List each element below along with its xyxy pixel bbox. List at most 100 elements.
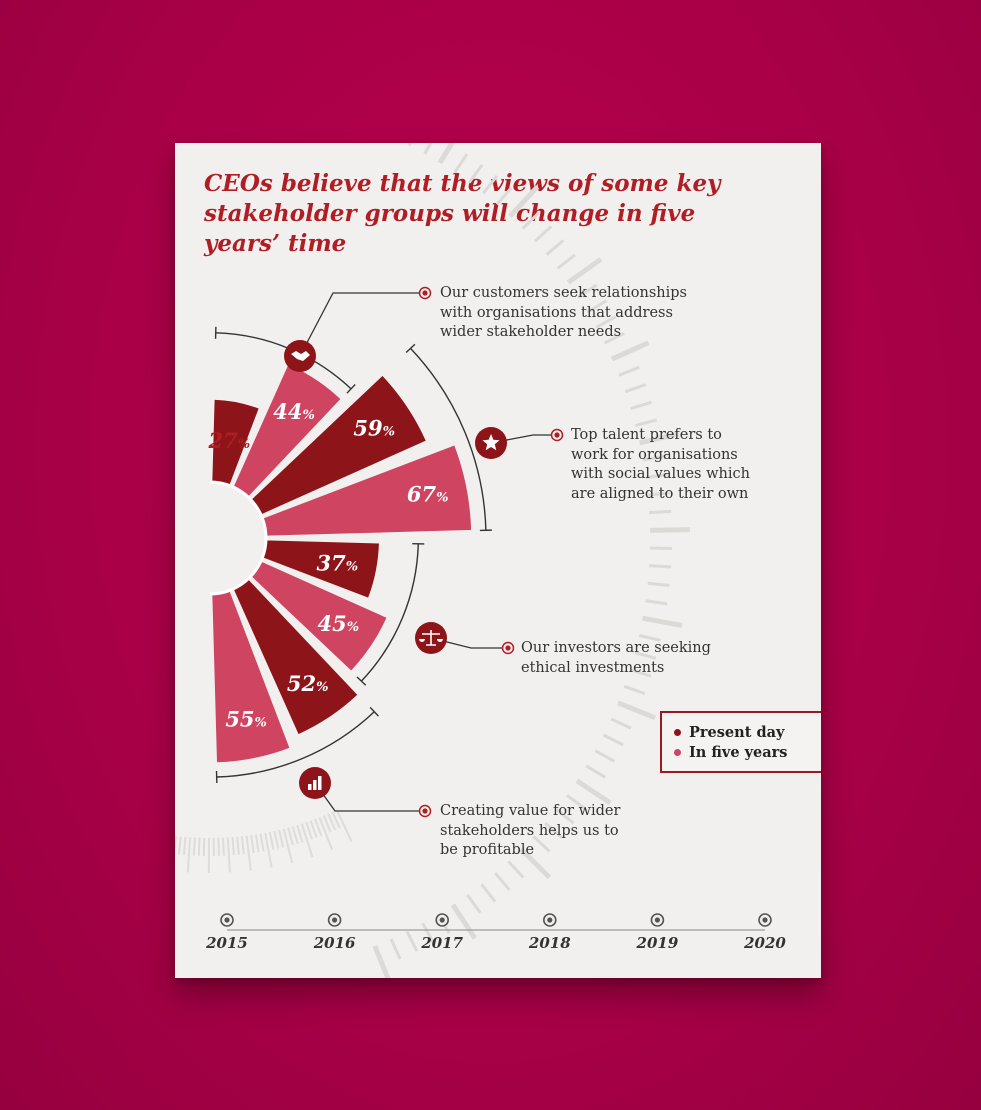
dial-tick	[327, 813, 337, 831]
timeline-dot-icon	[547, 917, 553, 923]
dial-tick	[617, 700, 656, 721]
dial-tick	[421, 922, 435, 944]
dial-tick	[468, 163, 484, 184]
dial-tick	[175, 835, 178, 855]
bracket-cap	[405, 343, 416, 353]
timeline-dot-icon	[439, 917, 445, 923]
callout-line: Creating value for wider	[440, 803, 621, 819]
bar-value-unit: %	[302, 408, 314, 423]
dial-tick	[508, 185, 540, 218]
callout-leader	[314, 782, 425, 812]
dial-tick	[642, 615, 683, 628]
callout-end-dot-icon	[505, 645, 511, 651]
dial-tick	[495, 186, 513, 206]
dial-tick	[450, 903, 478, 940]
dial-tick	[638, 634, 661, 642]
dial-tick	[296, 824, 304, 843]
dial-tick	[623, 684, 646, 696]
dial-tick	[480, 883, 497, 903]
callout-line: with social values which	[571, 466, 750, 482]
callout-profitable: Creating value for wider stakeholders he…	[440, 802, 620, 861]
dial-tick	[649, 527, 690, 533]
dial-tick	[645, 599, 668, 606]
star-icon	[475, 427, 507, 459]
chart-hub	[175, 484, 264, 592]
dial-tick	[585, 764, 606, 779]
bar-value-unit: %	[436, 491, 448, 506]
callout-leader	[299, 292, 425, 357]
callout-line: with organisations that address	[440, 304, 673, 321]
legend-item-present: Present day	[674, 722, 821, 742]
dial-tick	[565, 794, 586, 810]
dial-tick	[594, 749, 616, 763]
legend: Present day In five years	[660, 711, 821, 773]
legend-label: In five years	[689, 743, 788, 761]
callout-line: work for organisations	[571, 446, 738, 463]
scales-shape	[422, 630, 440, 646]
dial-tick	[322, 815, 332, 833]
dial-tick	[231, 837, 235, 856]
dial-tick	[182, 836, 187, 856]
callout-line: Our customers seek relationships	[440, 285, 688, 301]
dial-tick	[634, 651, 657, 660]
dial-tick	[240, 836, 245, 855]
dial-tick	[254, 834, 260, 853]
callout-line: stakeholders helps us to	[440, 822, 619, 839]
callout-line: are aligned to their own	[571, 485, 749, 502]
dial-tick	[532, 835, 551, 853]
dial-tick	[278, 829, 285, 848]
timeline-dot-icon	[762, 917, 768, 923]
scales-icon	[415, 622, 447, 654]
callout-end-dot-icon	[554, 432, 560, 438]
timeline-year-label: 2016	[313, 934, 356, 952]
dial-tick	[595, 315, 617, 329]
dial-tick	[264, 832, 273, 868]
callout-icons	[284, 340, 507, 799]
dial-tick	[575, 778, 612, 806]
dial-tick	[453, 153, 469, 174]
dial-tick	[273, 830, 280, 849]
dial-tick	[222, 837, 225, 856]
bar-shape	[308, 784, 312, 790]
legend-dot-icon	[674, 728, 681, 736]
dial-tick	[314, 818, 323, 837]
callout-talent: Top talent prefers to work for organisat…	[571, 426, 750, 504]
dial-tick	[533, 225, 553, 243]
handshake-icon	[284, 340, 316, 372]
infographic-card: CEOs believe that the views of some key …	[175, 143, 821, 978]
callout-line: ethical investments	[521, 659, 665, 676]
dial-tick	[318, 816, 334, 851]
callout-customers: Our customers seek relationships with or…	[440, 284, 687, 343]
dial-tick	[335, 809, 353, 843]
dial-tick	[645, 473, 668, 480]
dial-tick	[566, 257, 603, 285]
callout-line: wider stakeholder needs	[440, 324, 622, 340]
dial-tick	[635, 418, 658, 428]
dial-tick	[519, 847, 552, 880]
timeline-dot-icon	[224, 917, 230, 923]
dial-tick	[555, 808, 575, 825]
timeline-year-label: 2017	[420, 934, 463, 952]
dial-tick	[236, 836, 240, 855]
dial-tick	[259, 833, 265, 852]
group-bracket	[216, 711, 375, 778]
dial-tick	[300, 823, 314, 858]
dial-tick	[197, 837, 201, 856]
dial-tick	[586, 299, 608, 314]
callout-end-dot-icon	[422, 808, 428, 814]
dial-tick	[647, 491, 670, 497]
dial-tick	[245, 835, 252, 871]
dial-tick	[545, 239, 565, 256]
chart-hub-ring	[209, 480, 268, 596]
dial-tick	[642, 454, 665, 462]
bar-value-unit: %	[316, 680, 328, 695]
handshake-shape	[291, 351, 310, 361]
dial-tick	[217, 837, 220, 856]
callout-investors: Our investors are seeking ethical invest…	[521, 639, 711, 678]
bar-value-unit: %	[383, 424, 395, 439]
bracket-cap	[369, 706, 379, 717]
dial-tick	[186, 837, 192, 873]
dial-tick	[610, 340, 650, 362]
timeline-dot-icon	[654, 917, 660, 923]
bar-value-unit: %	[347, 620, 359, 635]
